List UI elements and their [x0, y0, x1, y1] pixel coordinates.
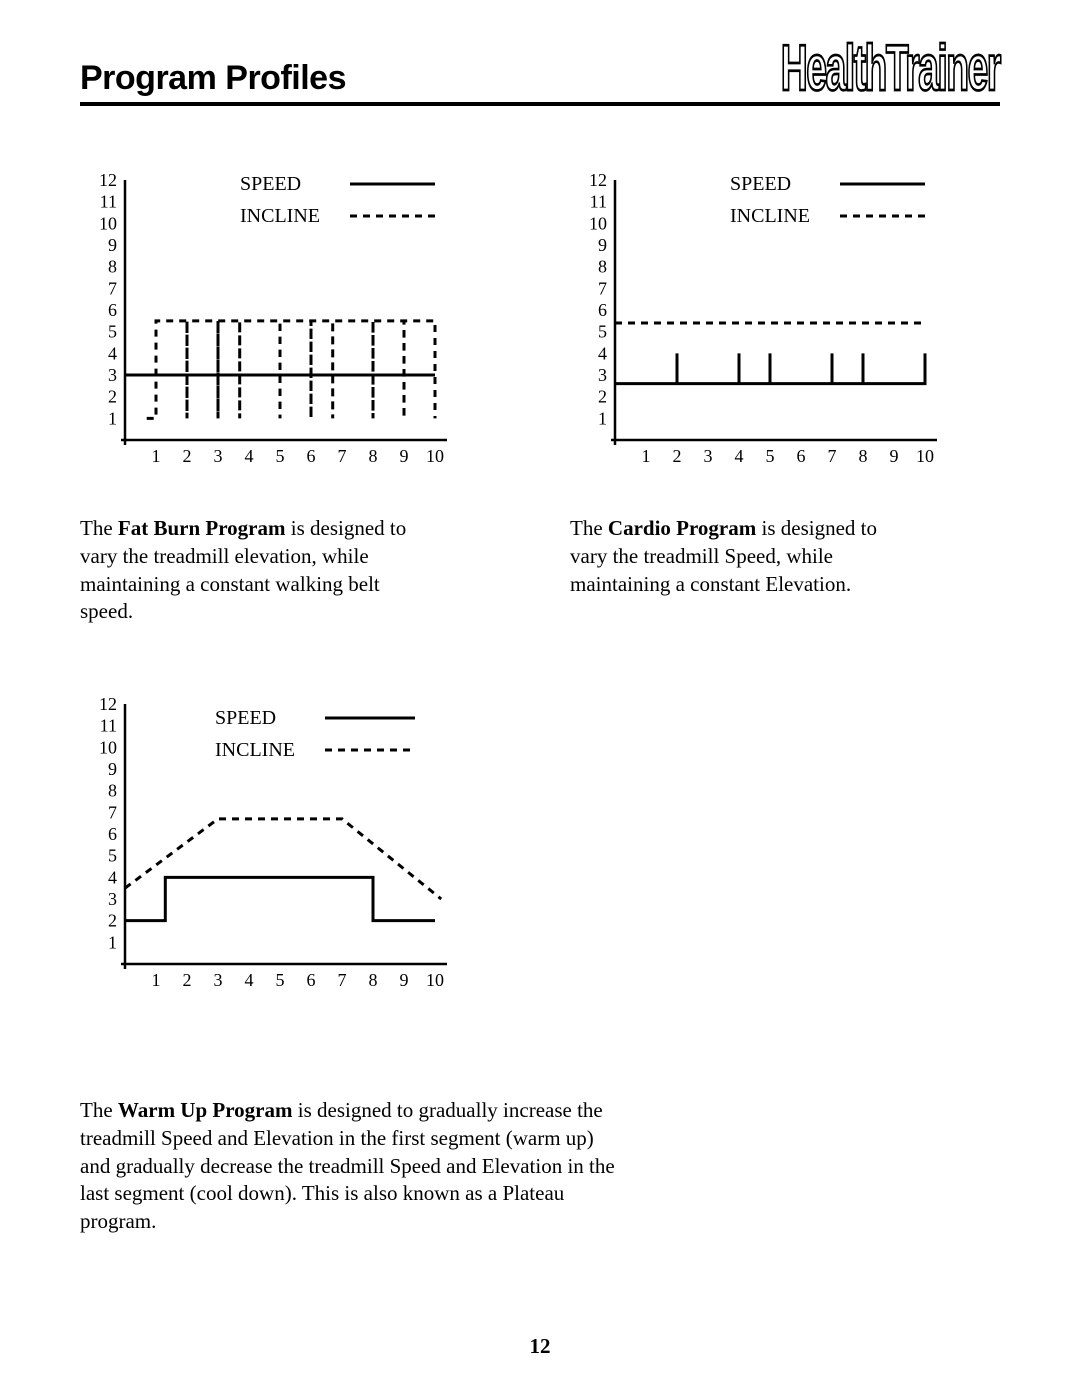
svg-text:12: 12	[99, 170, 117, 190]
svg-text:3: 3	[214, 970, 223, 990]
svg-text:7: 7	[598, 279, 607, 299]
fat-burn-desc: The Fat Burn Program is designed to vary…	[80, 515, 420, 626]
svg-text:1: 1	[108, 932, 117, 952]
svg-text:4: 4	[598, 344, 607, 364]
svg-text:8: 8	[108, 257, 117, 277]
svg-text:9: 9	[108, 759, 117, 779]
svg-text:7: 7	[108, 802, 117, 822]
svg-text:2: 2	[108, 387, 117, 407]
warm-up-chart: 12111098765432112345678910SPEEDINCLINE	[80, 684, 480, 1014]
svg-text:1: 1	[108, 409, 117, 429]
svg-text:4: 4	[245, 446, 254, 466]
svg-text:INCLINE: INCLINE	[215, 739, 295, 761]
svg-text:12: 12	[99, 694, 117, 714]
svg-text:2: 2	[598, 387, 607, 407]
warm-up-block: 12111098765432112345678910SPEEDINCLINE	[80, 684, 480, 1039]
svg-text:11: 11	[590, 192, 607, 212]
svg-text:6: 6	[108, 300, 117, 320]
svg-text:8: 8	[369, 970, 378, 990]
svg-text:10: 10	[426, 446, 444, 466]
warm-up-desc: The Warm Up Program is designed to gradu…	[80, 1097, 620, 1236]
svg-text:2: 2	[183, 446, 192, 466]
svg-text:6: 6	[307, 970, 316, 990]
cardio-desc: The Cardio Program is designed to vary t…	[570, 515, 910, 598]
svg-text:INCLINE: INCLINE	[240, 205, 320, 227]
svg-text:3: 3	[704, 446, 713, 466]
svg-text:5: 5	[108, 846, 117, 866]
svg-text:6: 6	[797, 446, 806, 466]
svg-text:3: 3	[214, 446, 223, 466]
svg-text:INCLINE: INCLINE	[730, 205, 810, 227]
svg-text:1: 1	[642, 446, 651, 466]
brand-logo: HealthTrainer	[781, 40, 1000, 98]
svg-text:5: 5	[276, 970, 285, 990]
svg-text:10: 10	[99, 214, 117, 234]
fat-burn-chart: 12111098765432112345678910SPEEDINCLINE	[80, 160, 480, 490]
svg-text:3: 3	[598, 365, 607, 385]
cardio-block: 12111098765432112345678910SPEEDINCLINE T…	[570, 160, 970, 626]
svg-text:10: 10	[589, 214, 607, 234]
row-2: 12111098765432112345678910SPEEDINCLINE	[80, 684, 1000, 1039]
svg-text:9: 9	[400, 446, 409, 466]
svg-text:5: 5	[276, 446, 285, 466]
cardio-chart: 12111098765432112345678910SPEEDINCLINE	[570, 160, 970, 490]
svg-text:SPEED: SPEED	[215, 707, 276, 729]
svg-text:2: 2	[673, 446, 682, 466]
svg-text:1: 1	[598, 409, 607, 429]
svg-text:2: 2	[183, 970, 192, 990]
svg-text:3: 3	[108, 365, 117, 385]
svg-text:8: 8	[859, 446, 868, 466]
svg-text:7: 7	[338, 446, 347, 466]
svg-text:8: 8	[369, 446, 378, 466]
svg-text:4: 4	[735, 446, 744, 466]
svg-text:9: 9	[108, 235, 117, 255]
svg-text:8: 8	[108, 781, 117, 801]
fat-burn-block: 12111098765432112345678910SPEEDINCLINE T…	[80, 160, 480, 626]
svg-text:4: 4	[245, 970, 254, 990]
svg-text:7: 7	[108, 279, 117, 299]
svg-text:SPEED: SPEED	[240, 173, 301, 195]
svg-text:6: 6	[307, 446, 316, 466]
row-1: 12111098765432112345678910SPEEDINCLINE T…	[80, 160, 1000, 626]
svg-text:7: 7	[828, 446, 837, 466]
svg-text:6: 6	[108, 824, 117, 844]
svg-text:8: 8	[598, 257, 607, 277]
svg-text:4: 4	[108, 344, 117, 364]
svg-text:2: 2	[108, 911, 117, 931]
svg-text:7: 7	[338, 970, 347, 990]
svg-text:12: 12	[589, 170, 607, 190]
svg-text:10: 10	[426, 970, 444, 990]
svg-text:4: 4	[108, 867, 117, 887]
svg-text:5: 5	[598, 322, 607, 342]
svg-text:9: 9	[890, 446, 899, 466]
svg-text:11: 11	[100, 716, 117, 736]
svg-text:SPEED: SPEED	[730, 173, 791, 195]
page-number: 12	[0, 1334, 1080, 1359]
svg-text:1: 1	[152, 446, 161, 466]
svg-text:10: 10	[99, 737, 117, 757]
header: Program Profiles HealthTrainer	[80, 55, 1000, 106]
svg-text:5: 5	[108, 322, 117, 342]
svg-text:9: 9	[400, 970, 409, 990]
svg-text:1: 1	[152, 970, 161, 990]
svg-text:9: 9	[598, 235, 607, 255]
page-title: Program Profiles	[80, 59, 346, 98]
svg-text:3: 3	[108, 889, 117, 909]
svg-text:11: 11	[100, 192, 117, 212]
svg-text:10: 10	[916, 446, 934, 466]
svg-text:6: 6	[598, 300, 607, 320]
svg-text:5: 5	[766, 446, 775, 466]
